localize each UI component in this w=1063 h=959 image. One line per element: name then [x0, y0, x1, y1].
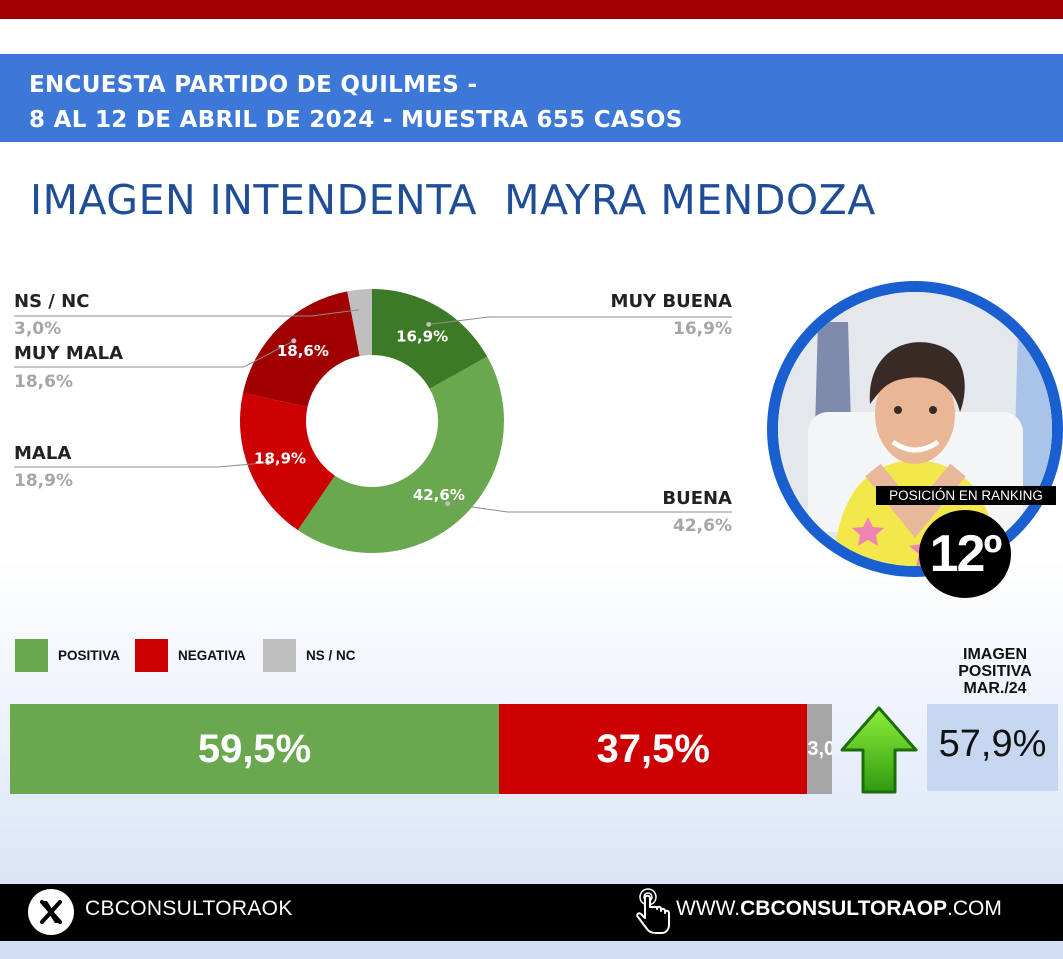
x-logo-icon[interactable]: [28, 889, 74, 935]
legend-nsnc: NS / NC: [263, 639, 356, 672]
callout-value-buena: 42,6%: [673, 516, 732, 536]
ranking-label: POSICIÓN EN RANKING: [876, 486, 1056, 505]
leader-dot: [291, 338, 297, 344]
page-title: IMAGEN INTENDENTA MAYRA MENDOZA: [30, 176, 876, 224]
website-prefix: WWW.: [676, 897, 741, 920]
callout-label-muy-mala: MUY MALA: [14, 343, 124, 364]
callout-label-buena: BUENA: [662, 488, 732, 509]
legend-label-positiva: POSITIVA: [58, 648, 121, 663]
leader-dot: [445, 501, 451, 507]
donut-slice-buena: [297, 356, 504, 553]
leader-line: [447, 503, 732, 513]
leader-line: [428, 316, 732, 325]
legend-label-negativa: NEGATIVA: [178, 648, 246, 663]
previous-positive-image-title: IMAGEN POSITIVA MAR./24: [930, 646, 1060, 697]
previous-title-line1: IMAGEN: [963, 646, 1027, 663]
mayor-photo: [767, 281, 1063, 577]
footer-bar: [0, 884, 1063, 941]
leader-dot: [358, 306, 364, 312]
website-link[interactable]: WWW.CBCONSULTORAOP.COM: [676, 897, 1002, 921]
donut-slice-muy-mala: [243, 291, 360, 408]
donut-value-label: 18,9%: [254, 450, 306, 468]
previous-title-line3: MAR./24: [963, 680, 1027, 697]
ranking-badge: 12º: [919, 510, 1011, 598]
website-domain: CBCONSULTORAOP: [740, 897, 948, 920]
bar-segment-ns-nc: 3,0%: [807, 704, 832, 794]
survey-header-line1: ENCUESTA PARTIDO DE QUILMES -: [29, 72, 478, 98]
donut-value-label: 18,6%: [277, 342, 329, 360]
legend-label-nsnc: NS / NC: [306, 648, 356, 663]
donut-chart: 16,9% 42,6% 18,9% 18,6%: [14, 289, 732, 553]
bar-segment-negativa: 37,5%: [499, 704, 808, 794]
legend-positiva: POSITIVA: [15, 639, 120, 672]
bar-segment-label: 37,5%: [596, 726, 710, 771]
bar-segment-label: 59,5%: [197, 726, 312, 771]
social-handle[interactable]: CBCONSULTORAOK: [85, 897, 293, 920]
donut-slice-muy-buena: [372, 289, 488, 389]
top-accent-bar: [0, 0, 1063, 19]
legend-swatch-positiva: [15, 639, 48, 672]
callout-label-mala: MALA: [14, 443, 72, 464]
legend-swatch-nsnc: [263, 639, 296, 672]
callout-label-nsnc: NS / NC: [14, 291, 90, 312]
leader-line: [14, 309, 362, 317]
website-suffix: .COM: [947, 897, 1002, 920]
bar-segment-positiva: 59,5%: [10, 704, 500, 794]
survey-header: ENCUESTA PARTIDO DE QUILMES - 8 AL 12 DE…: [0, 54, 1063, 142]
callout-value-mala: 18,9%: [14, 471, 73, 491]
donut-value-label: 42,6%: [413, 486, 465, 504]
donut-value-label: 16,9%: [396, 328, 448, 346]
legend-negativa: NEGATIVA: [135, 639, 246, 672]
legend-swatch-negativa: [135, 639, 168, 672]
leader-dot: [426, 321, 432, 327]
donut-slice-mala: [240, 393, 335, 531]
previous-title-line2: POSITIVA: [958, 663, 1032, 680]
survey-header-line2: 8 AL 12 DE ABRIL DE 2024 - MUESTRA 655 C…: [29, 107, 683, 133]
callout-value-nsnc: 3,0%: [14, 319, 62, 339]
callout-label-muy-buena: MUY BUENA: [610, 291, 732, 312]
stacked-bar-chart: 59,5% 37,5% 3,0%: [10, 704, 832, 794]
donut-slice-ns-nc: [347, 289, 372, 357]
leader-dot: [265, 460, 271, 466]
previous-positive-value: 57,9%: [927, 704, 1058, 791]
portrait-illustration: [778, 292, 1052, 566]
leader-line: [14, 340, 295, 368]
leader-line: [14, 462, 269, 468]
callout-value-muy-mala: 18,6%: [14, 372, 73, 392]
up-arrow-icon: [840, 706, 918, 794]
bar-segment-label: 3,0%: [807, 737, 832, 760]
hand-pointer-icon: [636, 888, 670, 934]
callout-value-muy-buena: 16,9%: [673, 319, 732, 339]
